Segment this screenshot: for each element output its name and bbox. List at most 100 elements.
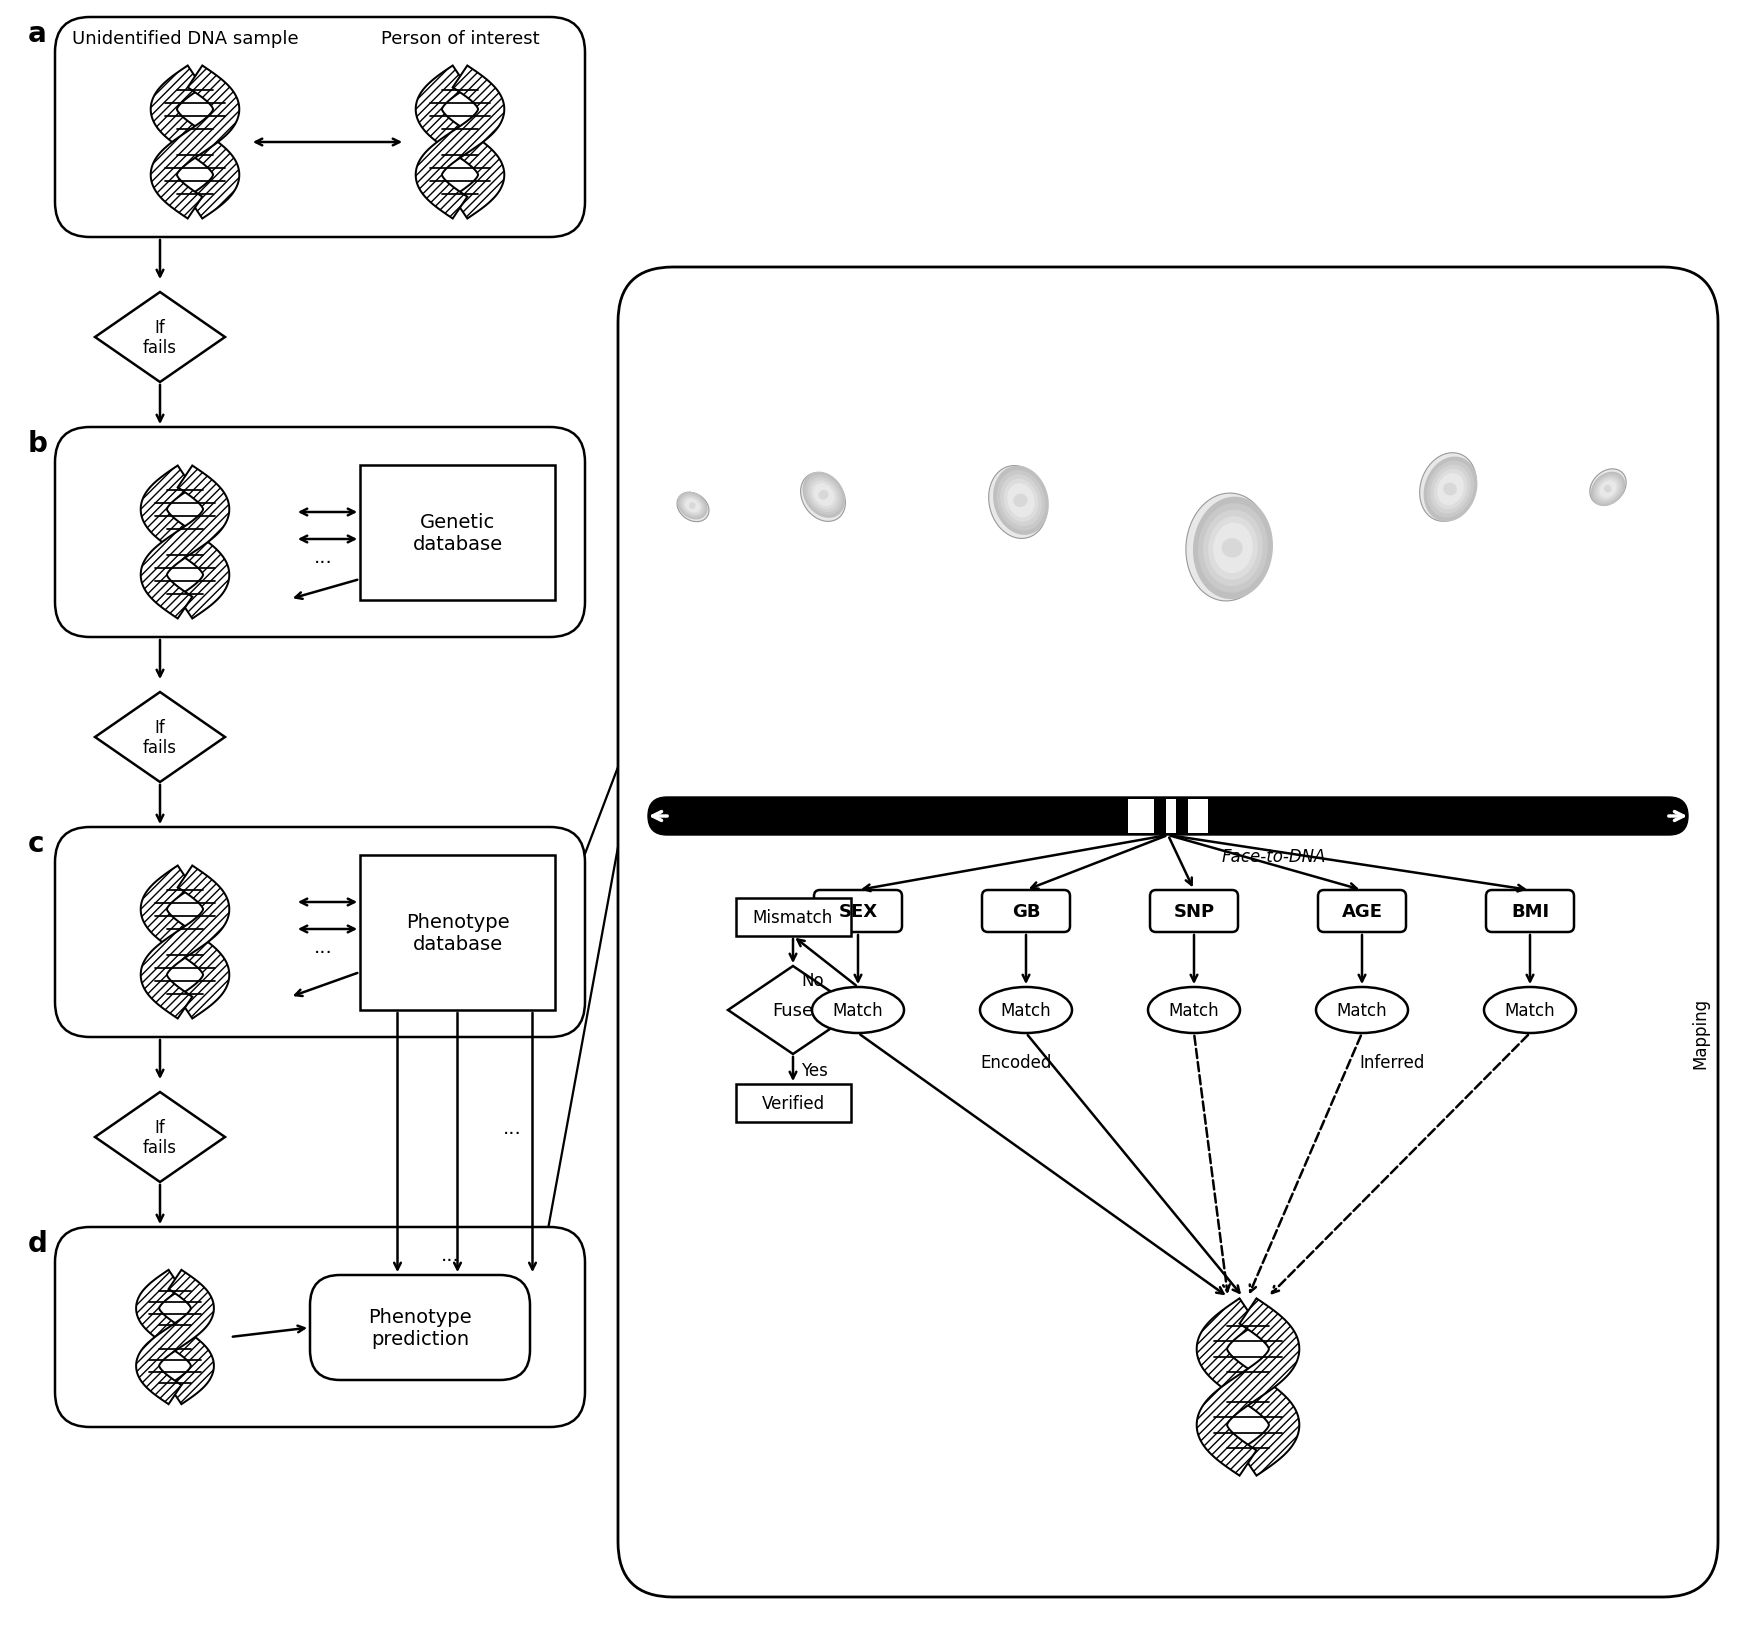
Text: Inferred: Inferred (1360, 1053, 1424, 1071)
Polygon shape (140, 866, 229, 1019)
Polygon shape (681, 496, 704, 517)
Polygon shape (1444, 484, 1456, 496)
FancyBboxPatch shape (618, 267, 1718, 1597)
Text: ...: ... (441, 1245, 460, 1265)
FancyBboxPatch shape (54, 1227, 585, 1428)
Bar (735, 1084, 850, 1123)
Polygon shape (1004, 479, 1038, 523)
Polygon shape (140, 466, 229, 619)
Polygon shape (1589, 469, 1626, 505)
Polygon shape (1598, 479, 1619, 500)
Polygon shape (805, 476, 842, 515)
Ellipse shape (812, 988, 905, 1033)
Bar (360, 856, 555, 1011)
FancyBboxPatch shape (1318, 890, 1405, 932)
Text: b: b (28, 430, 47, 458)
Polygon shape (140, 466, 229, 619)
FancyBboxPatch shape (648, 797, 1689, 836)
Polygon shape (1437, 474, 1463, 505)
Text: Match: Match (1169, 1001, 1220, 1019)
Polygon shape (679, 494, 705, 518)
Polygon shape (1194, 497, 1272, 600)
Ellipse shape (980, 988, 1073, 1033)
Text: Mapping: Mapping (1690, 998, 1710, 1068)
Text: If
fails: If fails (144, 1118, 177, 1157)
Polygon shape (810, 481, 836, 510)
Text: AGE: AGE (1342, 903, 1382, 921)
Ellipse shape (1316, 988, 1409, 1033)
FancyBboxPatch shape (54, 18, 585, 238)
Bar (1176, 799, 1188, 833)
Text: Phenotype
database: Phenotype database (406, 913, 509, 954)
Text: ...: ... (313, 937, 332, 957)
Polygon shape (1208, 517, 1258, 580)
Text: Unidentified DNA sample: Unidentified DNA sample (72, 29, 298, 47)
Polygon shape (690, 504, 695, 510)
Polygon shape (416, 67, 504, 220)
Text: Verified: Verified (761, 1094, 824, 1112)
Polygon shape (1605, 486, 1612, 494)
Polygon shape (677, 492, 707, 520)
Polygon shape (94, 1092, 226, 1182)
Bar (1153, 799, 1166, 833)
Text: Match: Match (1337, 1001, 1388, 1019)
Polygon shape (814, 484, 835, 507)
Polygon shape (1213, 523, 1253, 574)
Text: Match: Match (1001, 1001, 1052, 1019)
Polygon shape (136, 1270, 214, 1405)
Text: Person of interest: Person of interest (382, 29, 539, 47)
Polygon shape (684, 499, 700, 513)
FancyBboxPatch shape (1486, 890, 1573, 932)
Text: SNP: SNP (1174, 903, 1214, 921)
Polygon shape (808, 478, 840, 513)
Polygon shape (819, 491, 828, 500)
Text: BMI: BMI (1510, 903, 1549, 921)
Polygon shape (1426, 461, 1474, 518)
Polygon shape (1202, 510, 1263, 587)
Bar (360, 466, 555, 600)
Text: Phenotype
prediction: Phenotype prediction (368, 1307, 473, 1348)
Polygon shape (94, 293, 226, 383)
Polygon shape (1001, 474, 1041, 526)
Polygon shape (150, 67, 240, 220)
Polygon shape (94, 693, 226, 782)
Text: Genetic
database: Genetic database (413, 513, 502, 554)
Polygon shape (140, 866, 229, 1019)
Polygon shape (728, 967, 858, 1055)
Polygon shape (1592, 474, 1622, 505)
Text: ...: ... (504, 1118, 522, 1138)
Polygon shape (416, 67, 504, 220)
Text: ...: ... (313, 548, 332, 567)
FancyBboxPatch shape (982, 890, 1069, 932)
Polygon shape (1419, 453, 1477, 522)
Polygon shape (1594, 476, 1620, 502)
Polygon shape (994, 466, 1048, 536)
Polygon shape (989, 466, 1046, 540)
Ellipse shape (1148, 988, 1241, 1033)
Text: c: c (28, 830, 44, 857)
Text: Mismatch: Mismatch (752, 908, 833, 926)
Bar (735, 898, 850, 936)
Polygon shape (802, 473, 845, 522)
Polygon shape (997, 471, 1045, 531)
Polygon shape (1199, 504, 1269, 593)
FancyBboxPatch shape (814, 890, 901, 932)
Text: Encoded: Encoded (980, 1053, 1052, 1071)
FancyBboxPatch shape (1150, 890, 1237, 932)
Polygon shape (1600, 481, 1617, 499)
Text: Fuse: Fuse (772, 1001, 814, 1019)
Text: Face-to-DNA: Face-to-DNA (1222, 848, 1326, 866)
Polygon shape (1197, 1299, 1298, 1475)
Bar (1129, 799, 1207, 833)
Polygon shape (1423, 458, 1477, 522)
Polygon shape (1591, 473, 1626, 507)
Polygon shape (1433, 469, 1466, 510)
Polygon shape (1222, 540, 1242, 557)
Polygon shape (803, 473, 845, 518)
Ellipse shape (1484, 988, 1577, 1033)
FancyBboxPatch shape (54, 828, 585, 1037)
Text: Match: Match (833, 1001, 884, 1019)
Polygon shape (1197, 1299, 1298, 1475)
Polygon shape (1013, 494, 1027, 507)
Polygon shape (136, 1270, 214, 1405)
